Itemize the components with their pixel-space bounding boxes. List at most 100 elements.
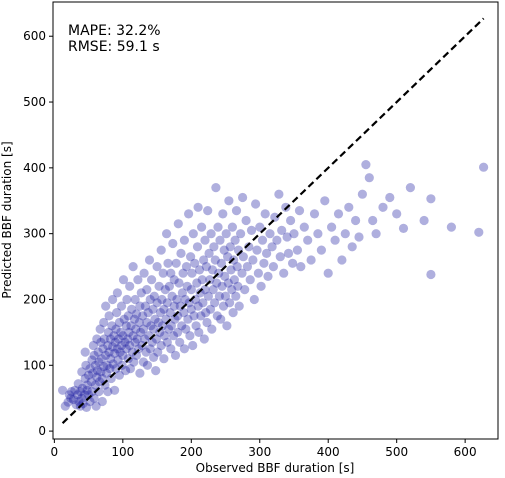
data-point: [218, 209, 228, 219]
data-point: [209, 242, 219, 252]
data-point: [347, 242, 357, 252]
data-point: [153, 347, 163, 357]
data-point: [81, 402, 92, 412]
data-point: [142, 360, 153, 370]
data-point: [225, 298, 235, 308]
x-axis: 0 100 200 300 400 500 600: [51, 439, 477, 459]
data-point: [186, 304, 196, 314]
data-point: [164, 281, 174, 291]
data-point: [236, 229, 246, 239]
data-point: [79, 390, 90, 400]
data-point: [230, 235, 240, 245]
data-point: [220, 291, 231, 301]
data-point: [223, 278, 233, 288]
data-point: [125, 364, 135, 374]
data-point: [371, 229, 381, 239]
data-point: [151, 366, 161, 376]
data-point: [88, 340, 98, 351]
data-point: [333, 209, 344, 219]
data-point: [200, 285, 210, 295]
data-point: [351, 215, 361, 226]
data-point: [275, 252, 285, 262]
data-point: [114, 334, 124, 344]
data-point: [96, 367, 106, 377]
data-point: [150, 314, 160, 324]
data-point: [257, 235, 268, 245]
data-point: [108, 359, 118, 369]
data-point: [167, 291, 177, 301]
data-point: [474, 227, 484, 237]
data-point: [105, 354, 116, 364]
data-point: [205, 304, 216, 314]
data-point: [316, 245, 326, 255]
data-point: [216, 258, 226, 268]
data-point: [190, 258, 200, 268]
data-point: [166, 268, 176, 278]
data-point: [180, 294, 190, 305]
data-point: [120, 337, 130, 347]
data-point: [109, 331, 119, 341]
data-point: [136, 327, 146, 337]
data-point: [126, 321, 136, 331]
data-point: [149, 324, 159, 334]
data-point: [272, 235, 282, 245]
data-point: [144, 255, 155, 265]
data-point: [98, 344, 108, 354]
data-point: [58, 385, 68, 395]
data-point: [101, 368, 111, 378]
data-point: [87, 355, 97, 365]
data-point: [262, 248, 272, 258]
data-point: [265, 229, 275, 239]
data-point: [94, 357, 104, 367]
data-point: [289, 229, 299, 239]
data-point: [172, 294, 182, 305]
data-point: [222, 321, 232, 331]
data-point: [81, 360, 91, 370]
data-point: [111, 364, 121, 374]
data-point: [101, 301, 111, 311]
data-point: [216, 314, 226, 324]
data-point: [194, 265, 205, 275]
data-point: [91, 401, 101, 411]
data-point: [123, 334, 133, 344]
data-point: [217, 281, 227, 291]
data-point: [215, 235, 225, 245]
data-point: [110, 337, 120, 347]
data-point: [149, 291, 159, 301]
data-point: [166, 344, 176, 354]
data-point: [145, 294, 155, 305]
data-point: [227, 285, 237, 295]
x-tick-label: 400: [317, 445, 340, 459]
data-point: [103, 387, 113, 397]
data-point: [77, 383, 87, 393]
data-point: [192, 278, 202, 288]
data-point: [138, 357, 148, 367]
data-point: [233, 281, 243, 291]
data-point: [194, 327, 204, 337]
data-point: [138, 311, 148, 321]
data-point: [191, 321, 201, 331]
data-point: [177, 321, 187, 331]
data-point: [337, 255, 347, 265]
data-point: [112, 344, 122, 354]
data-point: [86, 377, 96, 387]
data-point: [102, 360, 112, 370]
data-point: [282, 232, 292, 242]
data-point: [330, 235, 340, 245]
data-point: [201, 308, 211, 318]
data-point: [238, 192, 248, 203]
data-point: [160, 285, 170, 295]
data-point: [237, 268, 247, 278]
data-point: [256, 281, 266, 291]
data-point: [64, 390, 74, 400]
data-point: [165, 308, 175, 318]
data-point: [201, 262, 211, 272]
data-point: [212, 311, 222, 321]
data-point: [118, 350, 128, 360]
points-layer: [58, 160, 489, 412]
data-point: [240, 285, 250, 295]
data-point: [197, 275, 207, 285]
data-point: [156, 340, 166, 351]
data-point: [323, 268, 333, 278]
